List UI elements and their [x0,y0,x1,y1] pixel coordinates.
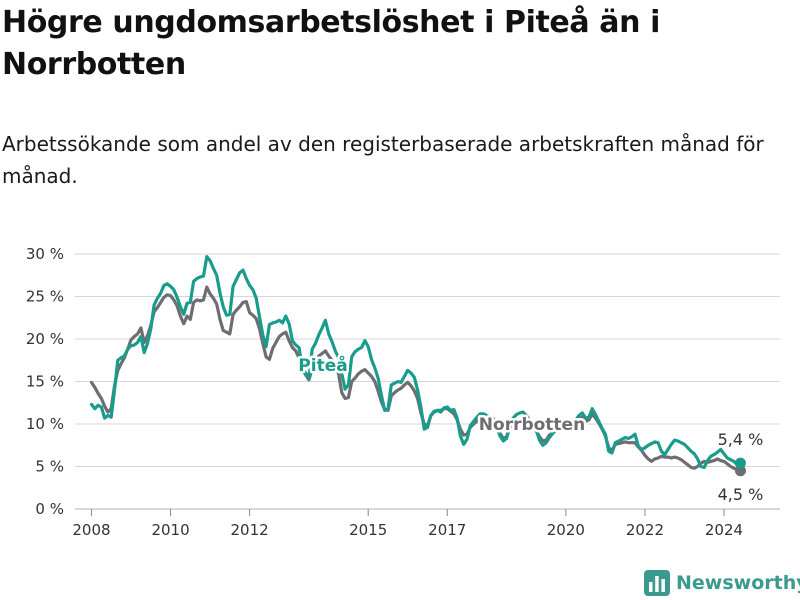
end-value-label-norrbotten: 4,5 %4,5 % [715,482,766,506]
x-tick-label: 2020 [547,521,585,539]
series-line-norrbotten [89,285,743,473]
y-tick-label: 20 % [26,330,64,348]
y-tick-label: 15 % [26,373,64,391]
end-value-label-pitea-halo: 5,4 % [718,430,764,449]
series-label-norrbotten-halo: Norrbotten [479,415,585,435]
x-tick-label: 2024 [705,521,743,539]
y-tick-label: 30 % [26,245,64,263]
chart-subtitle: Arbetssökande som andel av den registerb… [2,132,764,188]
end-value-label-pitea-text: 5,4 % [718,430,764,449]
y-tick-label: 5 % [35,458,64,476]
y-axis-labels: 0 % 5 % 10 % 15 % 20 % 25 % 30 % [26,245,64,518]
series-end-point [734,457,746,469]
newsworthy-logo: Newsworthy [644,568,800,598]
end-value-label-norrbotten-text: 4,5 % [718,485,764,504]
y-tick-label: 25 % [26,288,64,306]
x-tick-label: 2010 [151,521,189,539]
x-axis: 2008 2010 2012 2015 2017 2020 2022 2024 [72,509,743,539]
x-tick-label: 2022 [626,521,664,539]
series-label-pitea-text: Piteå [298,354,347,376]
series-end-point [734,465,746,477]
series-line-pite [89,255,743,469]
y-tick-label: 0 % [35,500,64,518]
end-value-label-pitea: 5,4 %5,4 % [715,428,766,452]
brand-name: Newsworthy [676,572,800,594]
end-value-label-norrbotten-halo: 4,5 % [718,485,764,504]
series-lines [89,255,746,477]
x-tick-label: 2017 [428,521,466,539]
series-label-norrbotten-text: Norrbotten [479,415,585,435]
chart-title: Högre ungdomsarbetslöshet i Piteå än i N… [2,5,660,82]
x-tick-label: 2012 [231,521,269,539]
gridlines [75,253,780,510]
x-tick-label: 2008 [72,521,110,539]
x-tick-label: 2015 [349,521,387,539]
y-tick-label: 10 % [26,415,64,433]
series-label-pitea-halo: Piteå [298,354,347,376]
bar-chart-logo-icon [644,570,670,596]
